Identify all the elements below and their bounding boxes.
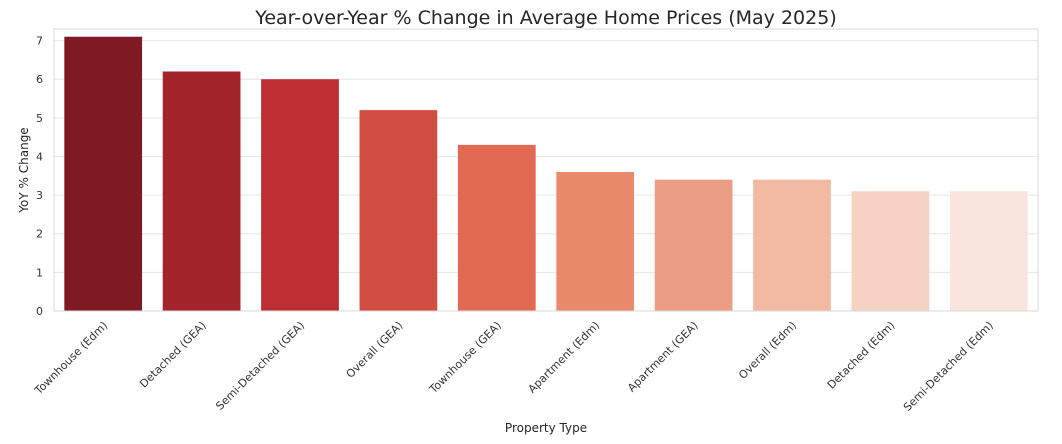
x-tick-label: Detached (Edm) bbox=[825, 319, 898, 392]
x-tick-label: Apartment (GEA) bbox=[625, 319, 701, 395]
x-tick-label: Apartment (Edm) bbox=[526, 319, 603, 396]
bar-detached-gea bbox=[162, 71, 241, 311]
x-tick-labels: Townhouse (Edm) Detached (GEA) Semi-Detach… bbox=[32, 319, 996, 414]
bar-semi-detached-edm bbox=[949, 191, 1028, 311]
plot-frame bbox=[53, 28, 1039, 312]
bar-semi-detached-gea bbox=[261, 79, 339, 311]
bar-overall-edm bbox=[753, 179, 831, 311]
x-tick-label: Overall (GEA) bbox=[344, 319, 406, 381]
bar-apartment-edm bbox=[556, 171, 635, 311]
y-tick-label: 4 bbox=[36, 150, 43, 163]
y-tick-label: 6 bbox=[36, 73, 43, 86]
chart-title: Year-over-Year % Change in Average Home … bbox=[254, 7, 836, 29]
x-tick-label: Detached (GEA) bbox=[137, 319, 209, 391]
y-tick-label: 5 bbox=[36, 112, 43, 125]
x-tick-label: Townhouse (Edm) bbox=[32, 319, 111, 398]
x-tick-label: Semi-Detached (GEA) bbox=[213, 319, 307, 413]
x-tick-label: Townhouse (GEA) bbox=[426, 319, 504, 397]
y-axis-label: YoY % Change bbox=[17, 127, 31, 213]
y-tick-label: 3 bbox=[36, 189, 43, 202]
y-tick-label: 7 bbox=[36, 35, 43, 48]
x-axis-label: Property Type bbox=[505, 421, 587, 435]
bar-townhouse-edm bbox=[64, 36, 143, 312]
bar-apartment-gea bbox=[654, 179, 733, 311]
x-tick-label: Semi-Detached (Edm) bbox=[901, 319, 996, 414]
bars bbox=[64, 36, 1028, 312]
y-tick-label: 0 bbox=[36, 305, 43, 318]
bar-overall-gea bbox=[359, 110, 438, 311]
y-tick-label: 2 bbox=[36, 228, 43, 241]
y-tick-label: 1 bbox=[36, 266, 43, 279]
x-tick-label: Overall (Edm) bbox=[736, 319, 799, 382]
bar-detached-edm bbox=[851, 191, 930, 311]
bar-townhouse-gea bbox=[457, 144, 536, 311]
y-tick-labels: 0 1 2 3 4 5 6 7 bbox=[36, 35, 43, 318]
